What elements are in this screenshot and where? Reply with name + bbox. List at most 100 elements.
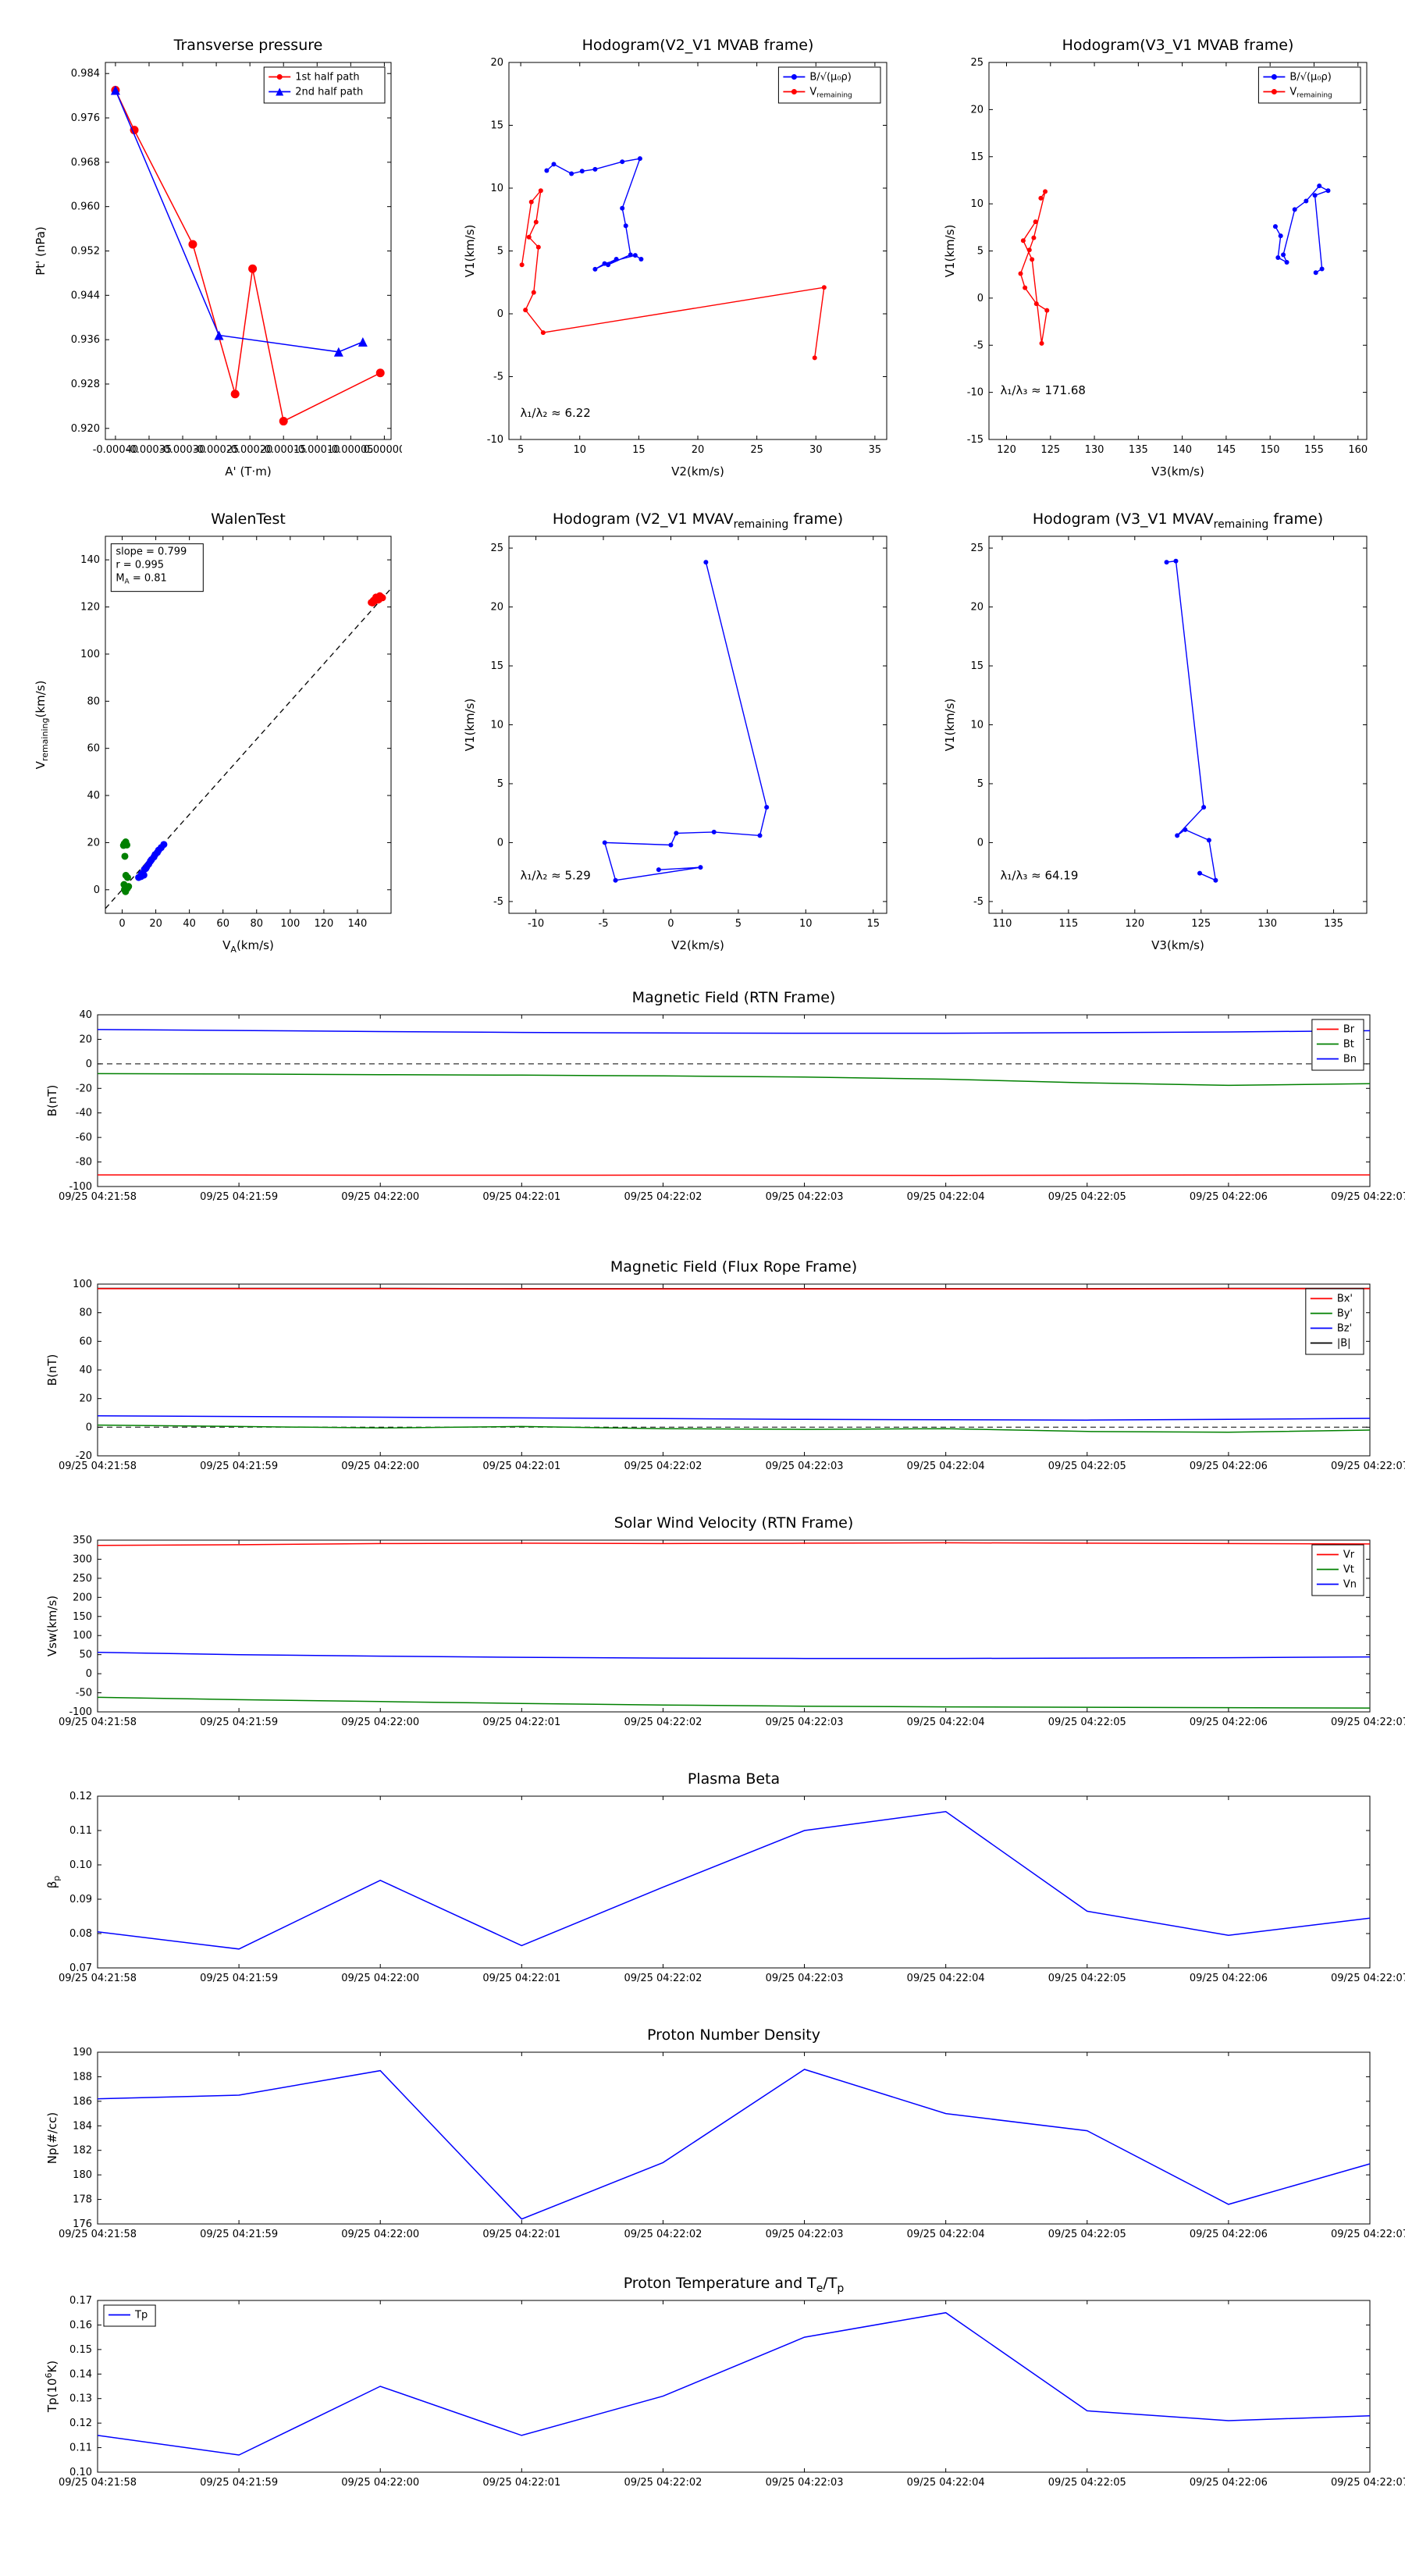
series-line [97, 1174, 1371, 1176]
series-b-over-sqrt-mu0-rho- [1272, 183, 1331, 276]
y-tick-label: 0.09 [69, 1894, 92, 1905]
series-v-remaining [1018, 189, 1050, 346]
y-tick-label: 50 [79, 1649, 92, 1661]
y-tick-label: 25 [970, 543, 984, 554]
dot-marker [519, 262, 525, 268]
x-tick-label: 09/25 04:22:03 [766, 2477, 844, 2489]
y-tick-label: 0 [86, 1421, 92, 1433]
legend-label: Bx' [1337, 1293, 1353, 1305]
chart-title: Solar Wind Velocity (RTN Frame) [614, 1514, 854, 1532]
y-tick-label: 15 [490, 120, 503, 132]
series-line [546, 158, 642, 270]
dot-marker [791, 89, 797, 94]
series-2nd-half-path [110, 85, 368, 357]
x-tick-label: 135 [1324, 918, 1343, 930]
chart-title: Transverse pressure [173, 37, 323, 54]
series-line [97, 1029, 1371, 1034]
proton-temp-svg: 09/25 04:21:58 09/25 04:21:59 09/25 04:22:… [44, 2275, 1405, 2489]
axes-frame [508, 62, 887, 440]
x-tick-label: 110 [993, 918, 1012, 930]
legend-frame [103, 2304, 156, 2327]
x-tick-label: -10 [528, 918, 544, 930]
dot-marker [606, 262, 611, 268]
y-tick-label: -10 [967, 387, 984, 399]
axes-frame [97, 2300, 1371, 2473]
mag-fluxrope-svg: 09/25 04:21:58 09/25 04:21:59 09/25 04:22:… [45, 1258, 1405, 1472]
y-axis-label: βp [45, 1876, 62, 1889]
dot-marker [1271, 89, 1277, 94]
y-tick-label: 60 [79, 1336, 92, 1347]
hodogram-v2v1-mvav-chart: -10 -5 0 5 10 15 -5 0 5 10 15 20 25 Hodogram (V2_V1 M… [461, 496, 898, 987]
y-tick-label: 188 [73, 2071, 92, 2083]
y-tick-label: 80 [87, 696, 100, 707]
axes-frame [97, 1795, 1371, 1969]
proton-number-density-chart: 09/25 04:21:58 09/25 04:21:59 09/25 04:22:… [43, 2017, 1405, 2263]
series-line [97, 2311, 1371, 2456]
y-tick-label: 0.11 [69, 1825, 92, 1837]
dot-marker [1271, 74, 1277, 80]
dot-marker [602, 840, 607, 845]
x-tick-label: -0.00035 [126, 444, 172, 456]
x-tick-label: 120 [314, 918, 333, 930]
legend: Tp [103, 2304, 156, 2327]
x-tick-label: 09/25 04:22:05 [1048, 1717, 1126, 1728]
annotation: λ₁/λ₂ ≈ 6.22 [521, 406, 591, 420]
dot-marker [757, 833, 763, 838]
y-tick-label: 0.07 [69, 1962, 92, 1974]
x-tick-label: 09/25 04:22:00 [341, 1461, 419, 1472]
legend-label: Bn [1343, 1054, 1357, 1066]
x-tick-label: 09/25 04:21:59 [200, 1191, 278, 1203]
x-tick-label: 5 [518, 444, 524, 456]
x-tick-label: 09/25 04:22:01 [482, 1973, 560, 1984]
series-vt [97, 1696, 1371, 1709]
x-axis-label: A' (T·m) [225, 464, 271, 479]
series-v-remaining-hodogram [1164, 558, 1218, 883]
y-axis-label: V1(km/s) [463, 699, 477, 752]
y-tick-label: -10 [487, 434, 503, 446]
annotation: λ₁/λ₃ ≈ 171.68 [1001, 383, 1086, 397]
axes-frame [508, 535, 887, 914]
series-line [1166, 560, 1217, 881]
dot-marker [711, 829, 717, 834]
series-1st-half-path [111, 86, 385, 426]
y-tick-label: 150 [73, 1611, 92, 1623]
circle-marker [130, 126, 139, 135]
dot-marker [656, 867, 661, 873]
dot-marker [1206, 838, 1211, 843]
x-tick-label: 09/25 04:22:02 [624, 2477, 702, 2489]
y-axis-label: Tp(106K) [44, 2361, 59, 2413]
y-tick-label: 0 [977, 293, 984, 304]
series-line [97, 1073, 1371, 1087]
dot-marker [1281, 252, 1286, 258]
legend-label: 2nd half path [295, 87, 363, 98]
axes-frame [97, 2051, 1371, 2225]
x-tick-label: 155 [1304, 444, 1324, 456]
dot-marker [1038, 195, 1044, 201]
dot-marker [121, 852, 129, 860]
chart-title: Hodogram(V2_V1 MVAB frame) [582, 37, 814, 54]
series-cluster-red [368, 592, 386, 607]
x-tick-label: 0 [119, 918, 125, 930]
x-tick-label: 09/25 04:22:02 [624, 1461, 702, 1472]
x-tick-label: 15 [866, 918, 880, 930]
x-axis-label: V2(km/s) [671, 464, 724, 479]
proton-density-svg: 09/25 04:21:58 09/25 04:21:59 09/25 04:22:… [45, 2026, 1405, 2240]
transverse-pressure-svg: -0.00040-0.00035-0.00030-0.00025-0.00020… [34, 37, 405, 479]
legend-label: Vremaining [809, 87, 852, 100]
x-tick-label: 10 [799, 918, 813, 930]
dot-marker [535, 244, 541, 250]
dot-marker [1175, 833, 1180, 838]
circle-marker [248, 264, 258, 273]
y-tick-label: -60 [76, 1132, 92, 1144]
dot-marker [620, 159, 625, 165]
dot-marker [1043, 189, 1048, 194]
series-line [97, 1414, 1371, 1421]
x-tick-label: 09/25 04:22:00 [341, 2229, 419, 2240]
y-tick-label: -80 [76, 1157, 92, 1169]
axes-frame [97, 1014, 1371, 1187]
series-bn [97, 1029, 1371, 1034]
y-tick-label: 20 [490, 602, 503, 614]
dot-marker [1164, 560, 1169, 565]
dot-marker [1312, 193, 1318, 198]
y-tick-label: 100 [73, 1630, 92, 1642]
